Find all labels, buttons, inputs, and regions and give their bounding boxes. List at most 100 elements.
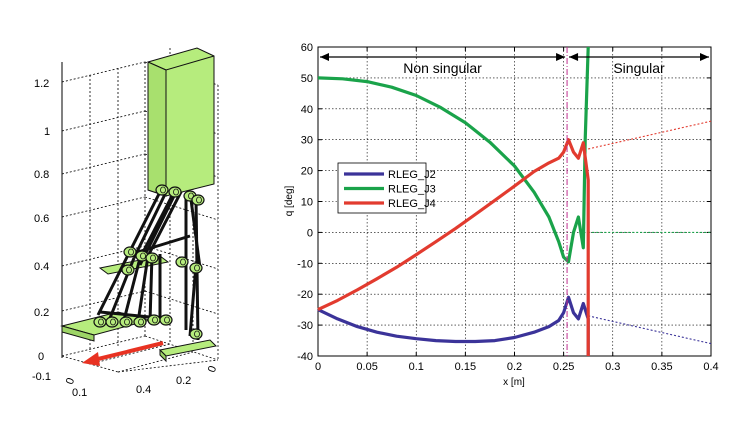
robot-link [122, 257, 142, 321]
region-annotations: Non singular Singular [320, 53, 709, 76]
region-arrowhead-left [569, 53, 579, 61]
robot-x-tick: 0 [206, 364, 219, 374]
robot-joint [175, 256, 189, 268]
robot-joint-hub [180, 258, 186, 266]
robot-joint-hub [138, 318, 144, 326]
robot-foot-plate-side [61, 325, 95, 342]
y-tick-label: 20 [301, 166, 313, 178]
robot-joint [189, 262, 203, 274]
x-tick-label: 0 [315, 361, 321, 373]
x-tick-label: 0.35 [651, 361, 672, 373]
robot-z-tick: 1 [44, 126, 50, 138]
robot-joint-hub [160, 186, 166, 194]
legend-label: RLEG_J2 [388, 169, 436, 181]
y-tick-label: -30 [297, 320, 313, 332]
robot-joint [123, 246, 137, 258]
y-tick-label: 40 [301, 104, 313, 116]
robot-joint-hub [152, 316, 158, 324]
x-tick-label: 0.2 [507, 361, 522, 373]
robot-y-ticks: -0.1 0 0.1 [32, 371, 87, 399]
region-label: Singular [613, 60, 665, 76]
robot-joint-hub [98, 318, 104, 326]
robot-joint [191, 194, 205, 206]
y-tick-label: 50 [301, 73, 313, 85]
y-tick-label: 60 [301, 42, 313, 54]
robot-joint-hub [140, 252, 146, 260]
robot-3d-plot: 0 0.2 0.4 0.6 0.8 1 1.2 -0.1 0 0.1 0.4 0… [32, 47, 219, 399]
robot-joint [105, 316, 119, 328]
robot-joint-hub [164, 316, 170, 324]
region-arrowhead-left [320, 53, 329, 61]
robot-torso-side [147, 61, 167, 197]
robot-joint-hub [194, 330, 200, 338]
series-lines [317, 46, 590, 356]
robot-joint [133, 316, 147, 328]
y-tick-label: 30 [301, 135, 313, 147]
robot-z-tick: 0.4 [34, 261, 49, 273]
robot-x-ticks: 0.4 0.2 0 [136, 364, 219, 396]
y-tick-label: -40 [297, 351, 313, 363]
robot-y-tick: 0 [64, 376, 77, 386]
robot-z-tick: 1.2 [34, 78, 49, 90]
series-line-rleg_j4 [317, 138, 590, 356]
robot-link [146, 189, 184, 257]
robot-joint [147, 314, 161, 326]
x-tick-label: 0.4 [703, 361, 718, 373]
robot-link [126, 187, 164, 256]
robot-z-tick: 0.2 [34, 307, 49, 319]
robot-link [188, 264, 198, 337]
robot-z-ticks: 0 0.2 0.4 0.6 0.8 1 1.2 [34, 78, 50, 363]
y-tick-label: -20 [297, 289, 313, 301]
series-line-rleg_j3 [317, 46, 590, 264]
robot-joint [145, 252, 159, 264]
robot-model [60, 47, 218, 363]
robot-x-tick: 0.2 [176, 375, 191, 387]
legend-label: RLEG_J3 [388, 184, 436, 196]
robot-y-tick: -0.1 [32, 371, 51, 383]
region-label: Non singular [403, 60, 482, 76]
extrapolation-lines [588, 120, 712, 345]
robot-joint [119, 316, 133, 328]
joint-angle-chart: 0 0.05 0.1 0.15 0.2 0.25 0.3 0.35 0.4 -40-30-20-… [284, 42, 719, 388]
robot-link [132, 187, 170, 259]
x-tick-label: 0.15 [455, 361, 476, 373]
region-arrowhead-right [700, 53, 709, 61]
robot-joint-hub [124, 318, 130, 326]
y-tick-label: -10 [297, 258, 313, 270]
robot-link [136, 255, 150, 323]
x-tick-label: 0.05 [356, 361, 377, 373]
y-ticks: -40 -30 -20 -10 0 10 20 30 40 50 60 [297, 42, 711, 363]
x-tick-label: 0.1 [409, 361, 424, 373]
legend-label: RLEG_J4 [388, 198, 436, 210]
robot-joint [168, 186, 182, 198]
robot-x-tick: 0.4 [136, 384, 151, 396]
y-tick-label: 0 [307, 227, 313, 239]
robot-joint-hub [150, 254, 156, 262]
robot-joint-hub [196, 196, 202, 204]
robot-link [138, 189, 177, 259]
robot-z-tick: 0.6 [34, 213, 49, 225]
robot-joint [189, 328, 203, 340]
robot-joint-hub [128, 248, 134, 256]
x-tick-label: 0.3 [605, 361, 620, 373]
region-arrowhead-right [556, 53, 566, 61]
robot-joint [121, 264, 135, 276]
legend: RLEG_J2 RLEG_J3 RLEG_J4 [337, 162, 436, 214]
extrapolation-line [588, 315, 712, 345]
motion-arrow-icon [82, 341, 164, 366]
robot-z-tick: 0.8 [34, 169, 49, 181]
robot-z-tick: 0 [38, 351, 44, 363]
series-line-rleg_j2 [317, 295, 590, 356]
extrapolation-line [588, 120, 712, 150]
robot-right-foot-side [159, 348, 167, 363]
robot-joint-hub [110, 318, 116, 326]
x-tick-label: 0.25 [553, 361, 574, 373]
robot-joint [159, 314, 173, 326]
robot-joint-hub [173, 188, 179, 196]
robot-y-tick: 0.1 [72, 387, 87, 399]
robot-joint [93, 316, 107, 328]
y-tick-label: 10 [301, 197, 313, 209]
robot-joint-hub [126, 266, 132, 274]
y-axis-label: q [deg] [284, 185, 295, 216]
